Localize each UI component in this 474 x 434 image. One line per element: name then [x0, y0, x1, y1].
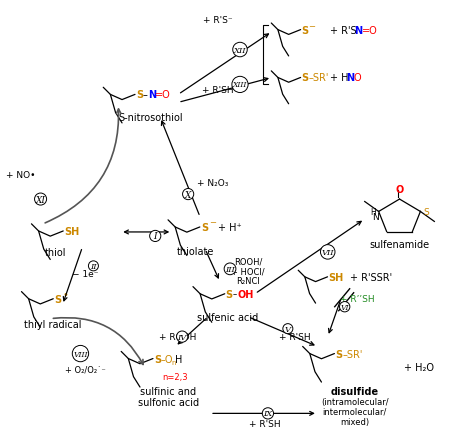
Text: O: O [395, 184, 404, 194]
Text: I: I [154, 232, 157, 241]
Text: −: − [309, 22, 316, 31]
Text: + R’’SH: + R’’SH [340, 295, 375, 303]
Text: disulfide: disulfide [330, 387, 379, 397]
Text: (intramolecular/: (intramolecular/ [321, 397, 389, 406]
Text: S: S [136, 90, 143, 100]
Text: S-nitrosothiol: S-nitrosothiol [118, 113, 182, 123]
Text: =O: =O [155, 90, 171, 100]
Text: XIII: XIII [233, 81, 247, 89]
Text: + ROOH: + ROOH [159, 332, 197, 341]
Text: n: n [171, 359, 175, 365]
Text: H: H [175, 354, 182, 364]
Text: thiolate: thiolate [176, 247, 214, 256]
Text: SH: SH [64, 227, 80, 237]
Text: VI: VI [340, 303, 349, 311]
Text: N: N [148, 90, 156, 100]
Text: thiyl radical: thiyl radical [24, 319, 82, 329]
Text: III: III [225, 265, 235, 273]
Text: =O: =O [362, 26, 377, 36]
Text: S: S [54, 294, 61, 304]
Text: •: • [62, 289, 68, 299]
Text: + R'SH: + R'SH [249, 419, 281, 428]
Text: –SR': –SR' [342, 349, 363, 359]
Text: N: N [354, 26, 362, 36]
Text: IX: IX [263, 409, 273, 418]
Text: S: S [301, 73, 309, 83]
Text: S: S [201, 223, 208, 233]
Text: ROOH/: ROOH/ [234, 257, 262, 266]
Text: − 1e⁻: − 1e⁻ [72, 270, 99, 279]
Text: thiol: thiol [45, 247, 66, 257]
Text: XII: XII [234, 46, 246, 54]
Text: + R'SH: + R'SH [279, 332, 310, 341]
Text: sulfenamide: sulfenamide [369, 240, 429, 250]
Text: intermolecular/: intermolecular/ [322, 407, 387, 416]
Text: S: S [226, 289, 233, 299]
Text: + NO•: + NO• [6, 170, 36, 179]
Text: IV: IV [178, 333, 187, 341]
Text: S: S [336, 349, 343, 359]
Text: + H₂O: + H₂O [404, 362, 435, 372]
Text: O: O [354, 73, 361, 83]
Text: sulfinic and: sulfinic and [140, 387, 196, 397]
Text: S: S [423, 207, 429, 217]
Text: mixed): mixed) [340, 417, 369, 426]
Text: VIII: VIII [73, 350, 88, 358]
Text: OH: OH [237, 289, 254, 299]
Text: + HOCl/: + HOCl/ [231, 267, 265, 276]
Text: H: H [370, 207, 376, 217]
Text: SH: SH [328, 272, 344, 282]
Text: + H: + H [330, 73, 348, 83]
Text: + R'S: + R'S [330, 26, 356, 36]
Text: –: – [143, 90, 148, 100]
Text: −: − [209, 218, 216, 227]
Text: R₂NCl: R₂NCl [236, 276, 260, 286]
Text: –: – [233, 289, 237, 299]
Text: VII: VII [321, 248, 334, 256]
Text: S: S [154, 354, 161, 364]
Text: + R'S⁻: + R'S⁻ [203, 16, 233, 25]
Text: N: N [372, 213, 379, 221]
Text: S: S [301, 26, 309, 36]
Text: II: II [90, 262, 97, 270]
Text: X: X [185, 190, 191, 199]
Text: + R'SH: + R'SH [202, 85, 234, 95]
Text: + O₂/O₂˙⁻: + O₂/O₂˙⁻ [65, 364, 106, 373]
Text: sulfonic acid: sulfonic acid [137, 398, 199, 408]
Text: V: V [285, 325, 291, 333]
Text: + N₂O₃: + N₂O₃ [197, 178, 229, 187]
Text: XI: XI [36, 195, 46, 204]
Text: + R'SSR': + R'SSR' [350, 272, 392, 282]
Text: –SR': –SR' [309, 73, 329, 83]
Text: –O: –O [161, 354, 173, 364]
Text: n=2,3: n=2,3 [163, 372, 188, 381]
Text: N: N [346, 73, 354, 83]
Text: sulfenic acid: sulfenic acid [197, 312, 259, 322]
Text: + H⁺: + H⁺ [218, 223, 242, 233]
